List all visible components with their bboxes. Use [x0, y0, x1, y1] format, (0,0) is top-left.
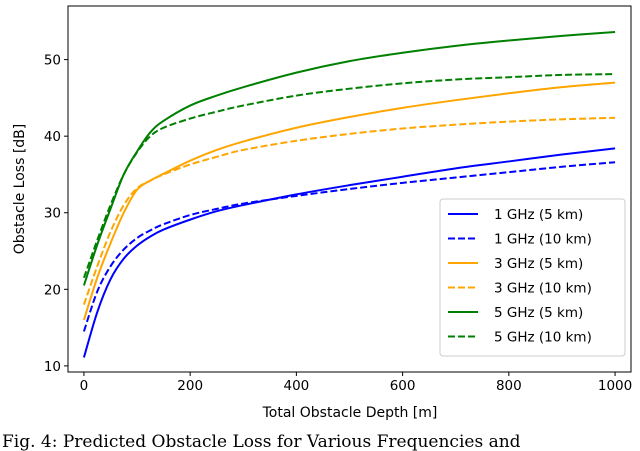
series-line-3-ghz-10-km: [82, 116, 616, 305]
plot-frame: [67, 5, 632, 373]
legend-label: 1 GHz (10 km): [494, 232, 592, 248]
series-line-3-ghz-5-km: [82, 81, 616, 321]
series-line-5-ghz-10-km: [82, 73, 616, 279]
legend: 1 GHz (5 km) 1 GHz (10 km) 3 GHz (5 km) 3 G…: [439, 198, 626, 357]
legend-label: 1 GHz (5 km): [494, 207, 583, 223]
y-tick-label: 10: [44, 359, 61, 375]
y-axis-label: Obstacle Loss [dB]: [12, 124, 28, 255]
figure-caption: Fig. 4: Predicted Obstacle Loss for Vari…: [2, 432, 521, 451]
y-tick-label: 40: [44, 129, 61, 145]
y-tick-label: 20: [44, 282, 61, 298]
series-line-1-ghz-10-km: [82, 161, 616, 332]
x-tick-label: 800: [496, 378, 522, 394]
legend-label: 3 GHz (10 km): [494, 281, 592, 297]
x-axis-ticks: 0 200 400 600 800 1000: [80, 372, 632, 394]
obstacle-loss-chart: 0 200 400 600 800 1000 10 20 30 40 50 Total Obsta…: [12, 5, 632, 421]
x-tick-label: 600: [390, 378, 416, 394]
x-axis-label: Total Obstacle Depth [m]: [262, 405, 438, 421]
y-axis-ticks: 10 20 30 40 50: [44, 53, 68, 375]
x-tick-label: 400: [283, 378, 309, 394]
y-tick-label: 30: [44, 206, 61, 222]
legend-label: 3 GHz (5 km): [494, 256, 583, 272]
legend-label: 5 GHz (10 km): [494, 330, 592, 346]
plot-series: [82, 31, 616, 358]
x-tick-label: 0: [80, 378, 89, 394]
series-line-1-ghz-5-km: [82, 147, 616, 358]
x-tick-label: 1000: [598, 378, 632, 394]
x-tick-label: 200: [177, 378, 203, 394]
y-tick-label: 50: [44, 53, 61, 69]
legend-box: [439, 198, 626, 357]
legend-label: 5 GHz (5 km): [494, 305, 583, 321]
